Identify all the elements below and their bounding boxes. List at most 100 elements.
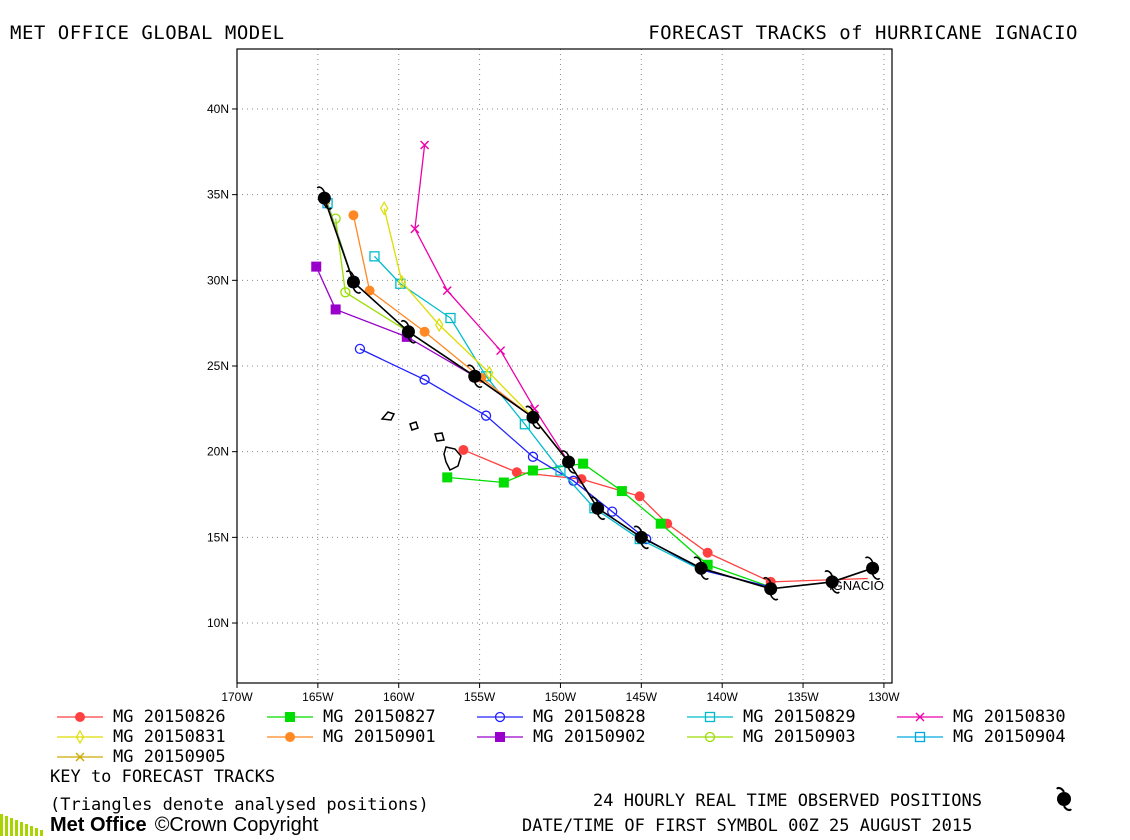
data-point bbox=[434, 317, 444, 333]
legend-marker bbox=[75, 712, 85, 722]
data-point bbox=[442, 472, 453, 483]
x-tick-label: 155W bbox=[464, 690, 496, 704]
observed-position bbox=[764, 582, 778, 596]
legend-swatch bbox=[477, 711, 523, 723]
symbol-arm bbox=[567, 467, 577, 474]
data-point bbox=[364, 285, 375, 296]
observed-position bbox=[866, 561, 880, 575]
hurricane-symbol-icon bbox=[400, 319, 417, 344]
legend-label: MG 20150827 bbox=[323, 707, 436, 727]
observed-position bbox=[346, 275, 360, 289]
data-point bbox=[340, 287, 351, 298]
series-mg-20150901 bbox=[348, 210, 570, 463]
legend-swatch bbox=[477, 732, 523, 742]
plot-frame bbox=[236, 48, 893, 684]
legend-item: MG 20150901 bbox=[265, 727, 436, 747]
legend-label: MG 20150829 bbox=[743, 707, 856, 727]
symbol-arm bbox=[407, 337, 417, 344]
legend-marker bbox=[75, 729, 85, 745]
legend-marker bbox=[285, 712, 295, 722]
data-point bbox=[576, 474, 587, 485]
legend-marker bbox=[495, 732, 505, 742]
y-tick-label: 25N bbox=[207, 359, 229, 373]
data-point bbox=[330, 304, 341, 315]
symbol-arm bbox=[640, 543, 650, 550]
legend-label: MG 20150902 bbox=[533, 727, 646, 747]
x-tick-label: 165W bbox=[302, 690, 334, 704]
legend-swatch bbox=[897, 712, 943, 722]
x-tick-label: 130W bbox=[868, 690, 900, 704]
data-point bbox=[578, 458, 589, 469]
symbol-arm bbox=[864, 556, 874, 563]
y-tick-label: 35N bbox=[207, 188, 229, 202]
series-line bbox=[447, 462, 771, 588]
legend-label: MG 20150901 bbox=[323, 727, 436, 747]
data-point bbox=[634, 491, 645, 502]
observed-position bbox=[401, 325, 415, 339]
symbol-arm bbox=[316, 186, 326, 193]
symbol-arm bbox=[596, 513, 606, 520]
axes: 170W 165W 160W 155W 150W 145W 140W 135W 130W 10N 1… bbox=[207, 102, 900, 704]
data-point bbox=[442, 286, 452, 296]
data-point bbox=[311, 261, 322, 272]
observed-position bbox=[591, 501, 605, 515]
legend-marker bbox=[704, 711, 716, 723]
legend-label: MG 20150904 bbox=[953, 727, 1066, 747]
data-point bbox=[348, 210, 359, 221]
observed-position bbox=[694, 561, 708, 575]
hurricane-symbol-icon bbox=[345, 270, 362, 294]
observed-position bbox=[526, 410, 540, 424]
legend-label: MG 20150826 bbox=[113, 707, 226, 727]
legend-item: MG 20150830 bbox=[895, 707, 1066, 727]
legend-item: MG 20150905 bbox=[55, 747, 226, 767]
legend-item: MG 20150826 bbox=[55, 707, 226, 727]
symbol-arm bbox=[352, 287, 362, 294]
hurricane-symbol-icon bbox=[467, 364, 483, 389]
series-line bbox=[463, 449, 868, 583]
legend-swatch bbox=[897, 731, 943, 743]
data-point bbox=[555, 465, 566, 476]
series-line bbox=[352, 215, 570, 463]
x-tick-label: 160W bbox=[383, 690, 415, 704]
grid bbox=[237, 49, 892, 683]
observed-position bbox=[468, 369, 482, 383]
hurricane-symbol-icon bbox=[589, 496, 606, 520]
legend-swatch bbox=[267, 732, 313, 742]
hurricane-symbol-icon bbox=[1056, 787, 1072, 811]
data-point bbox=[607, 506, 618, 517]
data-point bbox=[354, 343, 366, 355]
storm-label: IGNACIO bbox=[829, 578, 884, 593]
model-title: MET OFFICE GLOBAL MODEL bbox=[10, 22, 285, 44]
data-point bbox=[420, 140, 430, 150]
symbol-arm bbox=[589, 496, 599, 503]
symbol-arm bbox=[633, 525, 643, 532]
data-point bbox=[511, 467, 522, 478]
hurricane-symbol-icon bbox=[316, 186, 333, 210]
chart-title: FORECAST TRACKS of HURRICANE IGNACIO bbox=[648, 22, 1078, 44]
symbol-arm bbox=[824, 570, 833, 577]
x-tick-label: 145W bbox=[626, 690, 658, 704]
legend-swatch bbox=[57, 729, 103, 745]
symbol-arm bbox=[473, 381, 483, 389]
symbol-arm bbox=[762, 577, 772, 584]
legend-marker bbox=[914, 731, 926, 743]
observed-label: 24 HOURLY REAL TIME OBSERVED POSITIONS bbox=[593, 791, 982, 811]
data-point bbox=[527, 451, 539, 462]
hurricane-symbol-icon bbox=[864, 556, 881, 580]
legend-item: MG 20150827 bbox=[265, 707, 436, 727]
data-point bbox=[485, 365, 494, 381]
observed-position bbox=[825, 575, 839, 589]
copyright: ©Crown Copyright bbox=[154, 813, 319, 836]
legend-marker bbox=[285, 732, 295, 742]
y-tick-label: 15N bbox=[207, 530, 229, 544]
symbol-arm bbox=[525, 405, 534, 412]
symbol-arm bbox=[323, 203, 333, 210]
legend-swatch bbox=[267, 712, 313, 722]
legend-marker bbox=[915, 712, 925, 722]
hurricane-symbol-icon bbox=[560, 450, 577, 474]
series-mg-20150826 bbox=[458, 444, 868, 587]
y-tick-label: 10N bbox=[207, 616, 229, 630]
symbol-arm bbox=[700, 573, 709, 580]
hurricane-symbol-icon bbox=[693, 556, 709, 580]
legend-marker bbox=[704, 731, 716, 743]
